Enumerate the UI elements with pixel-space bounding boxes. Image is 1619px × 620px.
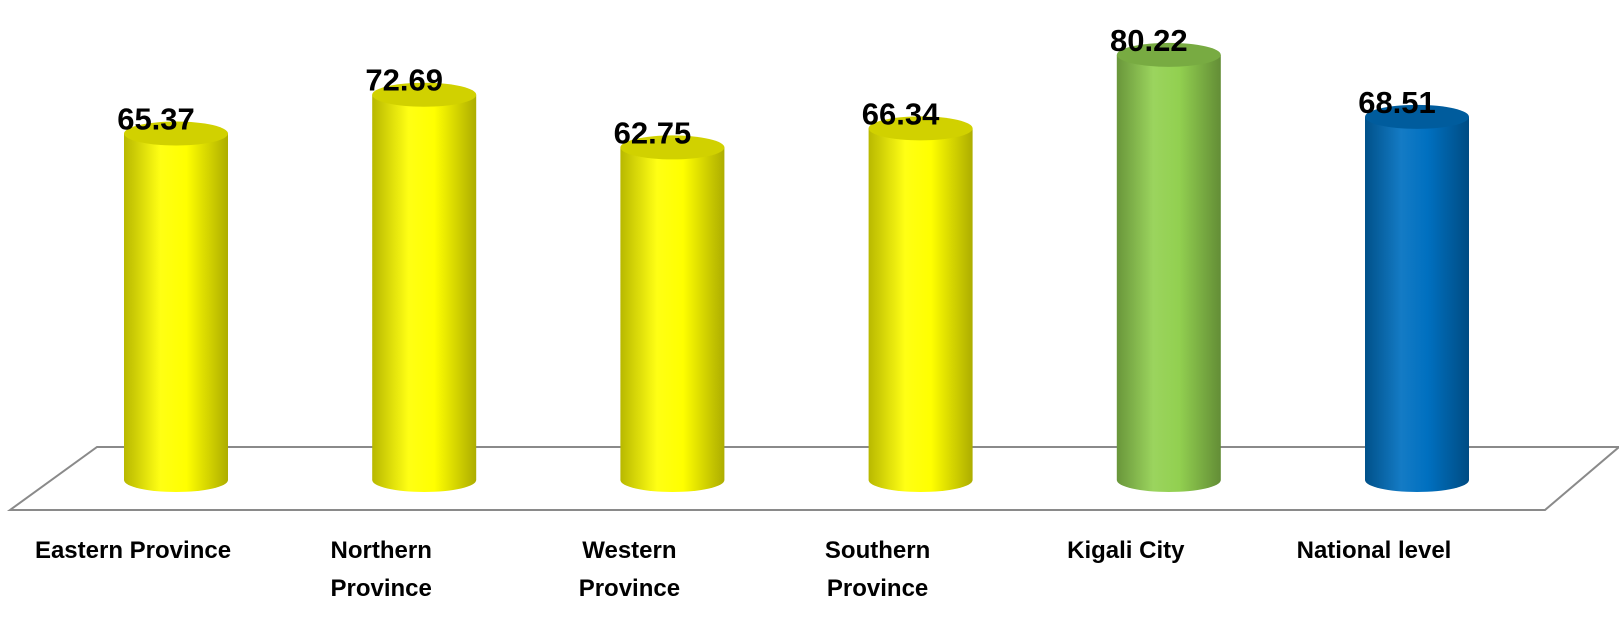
bar-body [620,147,725,493]
bar-body [124,133,228,492]
bar-body [1116,54,1221,493]
bar [620,135,725,493]
category-label: Southern Province [825,537,930,602]
category-label: Eastern Province [35,537,231,564]
bar [124,121,228,492]
bar [1116,42,1221,493]
value-label: 66.34 [862,96,940,131]
bar-body [372,94,477,493]
bar-top [868,116,973,141]
bar [372,82,477,493]
bar-top [1116,42,1221,67]
category-labels-group: Eastern Province Northern Province Western P… [35,537,1451,602]
bar-top [1365,104,1469,129]
bar [868,116,973,492]
category-label: Western Province [579,537,680,602]
bar-top [620,135,725,160]
value-labels-group: 65.37 72.69 62.75 66.34 80.22 68.51 [117,23,1436,151]
category-label: Northern Province [331,537,432,602]
value-label: 65.37 [117,102,195,137]
value-label: 80.22 [1110,23,1188,58]
bar-body [868,128,973,492]
bar-top [124,121,228,146]
value-label: 62.75 [614,115,692,150]
bar-top [372,82,477,107]
category-label: Kigali City [1067,537,1185,564]
bar-body [1365,116,1469,492]
value-label: 72.69 [365,63,443,98]
bar [1365,104,1469,492]
value-label: 68.51 [1358,85,1436,120]
bars-group [124,42,1469,493]
category-label: National level [1297,537,1452,564]
